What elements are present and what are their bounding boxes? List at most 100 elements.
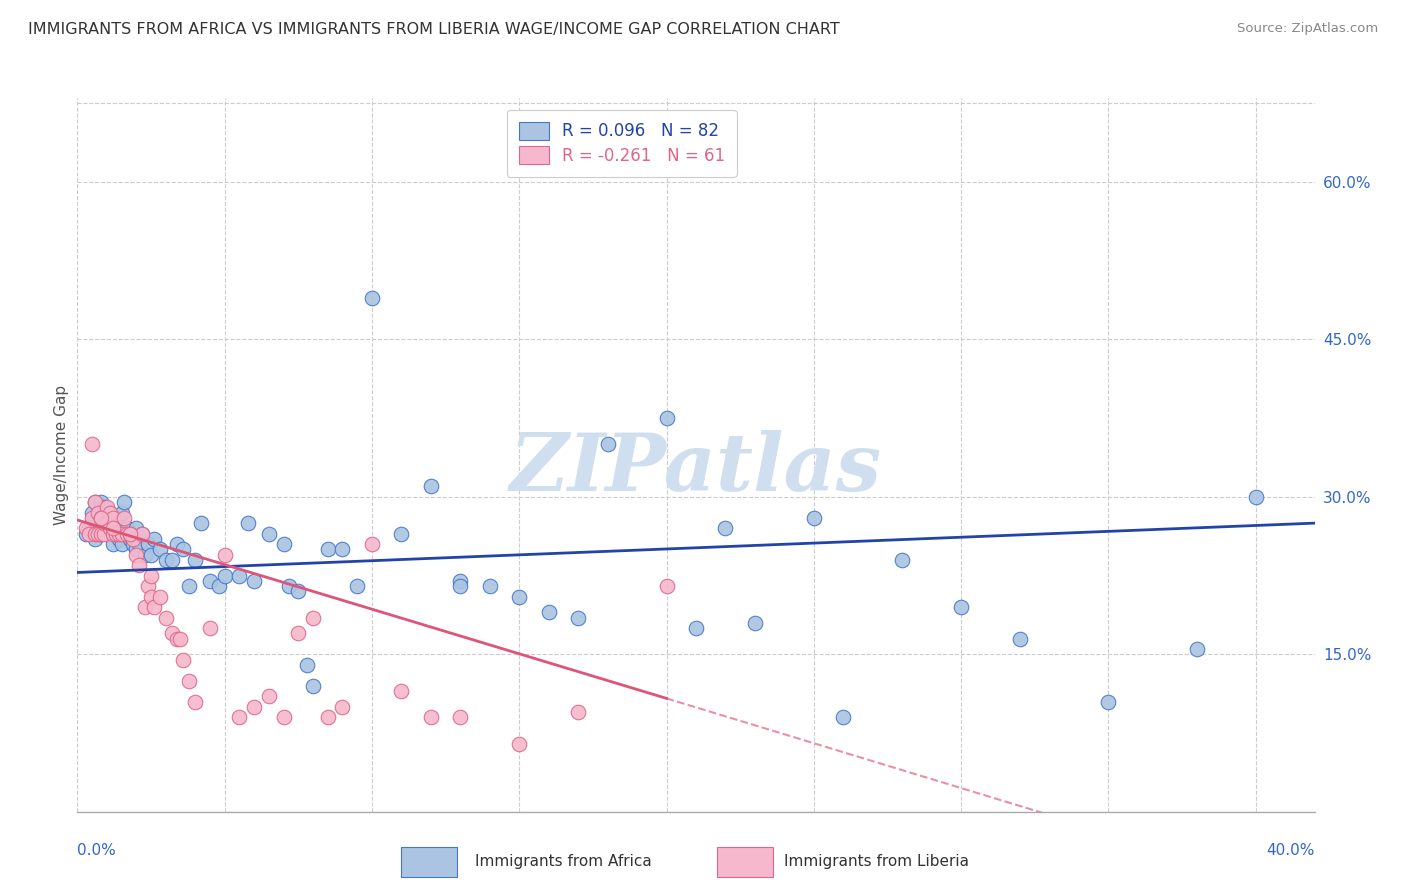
Point (166, 632, 188, 646)
Point (184, 553, 207, 567)
Point (80, 516, 103, 530)
Point (120, 532, 142, 546)
Text: Immigrants from Africa: Immigrants from Africa (475, 855, 651, 869)
Point (84, 526, 107, 541)
Point (346, 579, 368, 593)
Point (107, 532, 129, 546)
Point (257, 690, 280, 704)
Legend: R = 0.096   N = 82, R = -0.261   N = 61: R = 0.096 N = 82, R = -0.261 N = 61 (506, 110, 737, 177)
Y-axis label: Wage/Income Gap: Wage/Income Gap (53, 384, 69, 525)
Point (104, 526, 127, 541)
Point (950, 600, 973, 615)
Point (131, 526, 153, 541)
Point (96, 511, 118, 525)
Point (172, 652, 194, 666)
Point (214, 548, 236, 562)
Point (90, 526, 112, 541)
Point (101, 537, 124, 551)
Point (160, 553, 183, 567)
Point (131, 526, 153, 541)
Point (190, 516, 212, 530)
Point (87, 506, 110, 520)
Text: IMMIGRANTS FROM AFRICA VS IMMIGRANTS FROM LIBERIA WAGE/INCOME GAP CORRELATION CH: IMMIGRANTS FROM AFRICA VS IMMIGRANTS FRO… (28, 22, 839, 37)
Point (1185, 642, 1208, 657)
Point (75, 521, 97, 535)
Point (90, 511, 112, 525)
Point (389, 526, 412, 541)
Point (179, 579, 201, 593)
Point (198, 574, 221, 588)
Point (208, 579, 231, 593)
Point (128, 537, 150, 551)
Point (96, 500, 118, 515)
Point (139, 590, 162, 604)
Point (596, 437, 619, 451)
Point (149, 542, 172, 557)
Point (1008, 632, 1031, 646)
Point (316, 710, 339, 724)
Point (90, 495, 112, 509)
Point (93, 526, 115, 541)
Point (160, 626, 183, 640)
Point (228, 710, 250, 724)
FancyBboxPatch shape (717, 847, 773, 877)
Point (243, 574, 266, 588)
Point (80, 506, 103, 520)
Point (120, 526, 142, 541)
FancyBboxPatch shape (401, 847, 457, 877)
Point (316, 542, 339, 557)
Point (184, 694, 207, 708)
Point (257, 526, 280, 541)
Point (302, 679, 325, 693)
Text: 0.0%: 0.0% (77, 843, 117, 858)
Point (125, 548, 148, 562)
Point (537, 605, 560, 619)
Point (273, 710, 295, 724)
Point (120, 526, 142, 541)
Point (96, 516, 118, 530)
Point (714, 521, 737, 535)
Point (98, 521, 121, 535)
Point (332, 542, 354, 557)
Point (172, 542, 194, 557)
Point (389, 684, 412, 698)
Point (155, 553, 177, 567)
Point (93, 500, 115, 515)
Point (332, 699, 354, 714)
Point (166, 537, 188, 551)
Point (567, 610, 589, 624)
Point (107, 521, 129, 535)
Point (93, 516, 115, 530)
Point (98, 506, 121, 520)
Point (134, 600, 156, 615)
Point (114, 495, 136, 509)
Point (1244, 490, 1267, 504)
Point (104, 511, 127, 525)
Point (110, 506, 132, 520)
Point (361, 291, 384, 305)
Point (87, 506, 110, 520)
Point (803, 511, 825, 525)
Point (84, 495, 107, 509)
Point (80, 437, 103, 451)
Point (96, 521, 118, 535)
Point (243, 699, 266, 714)
Point (508, 590, 530, 604)
Point (142, 532, 165, 546)
Point (114, 526, 136, 541)
Point (278, 579, 301, 593)
Point (117, 526, 139, 541)
Point (655, 579, 678, 593)
Point (87, 526, 110, 541)
Point (179, 673, 201, 688)
Text: 40.0%: 40.0% (1267, 843, 1315, 858)
Point (198, 621, 221, 635)
Point (142, 600, 165, 615)
Point (419, 479, 441, 493)
Point (139, 548, 162, 562)
Point (1097, 694, 1119, 708)
Text: ZIPatlas: ZIPatlas (510, 431, 882, 508)
Point (832, 710, 855, 724)
Point (80, 511, 103, 525)
Point (238, 516, 260, 530)
